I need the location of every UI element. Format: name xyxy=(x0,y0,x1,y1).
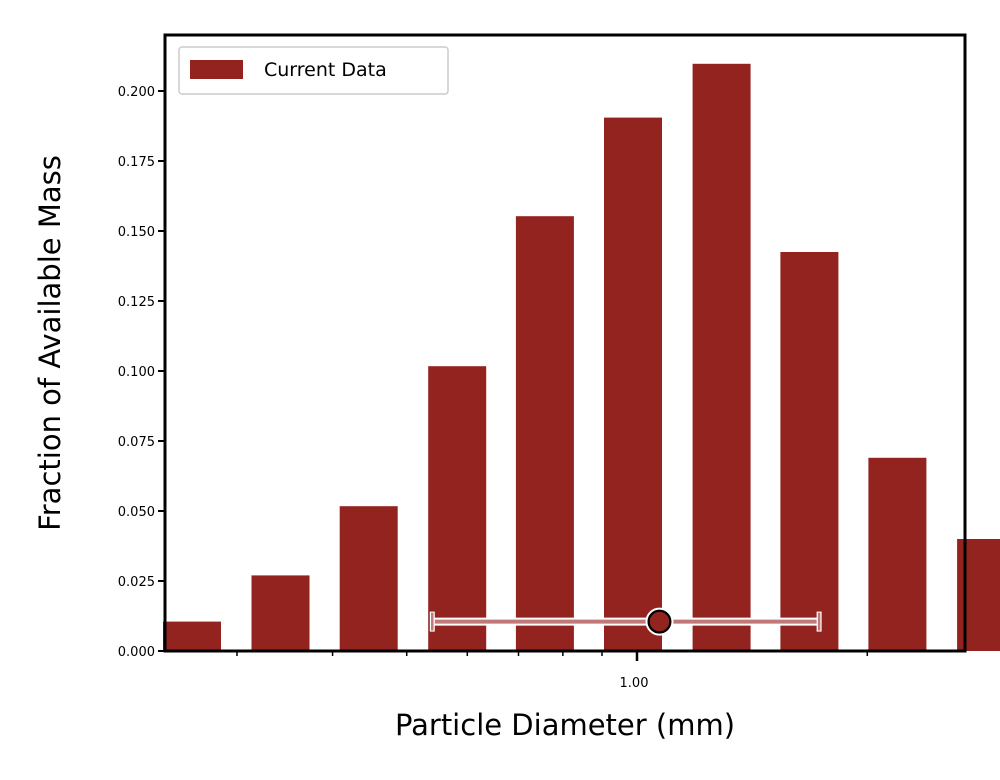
bar xyxy=(692,63,751,652)
bars xyxy=(163,63,1000,652)
bar xyxy=(868,457,927,651)
legend-label: Current Data xyxy=(264,59,387,81)
x-axis-ticks: 1.00 xyxy=(236,651,869,691)
bar xyxy=(163,621,221,651)
y-tick-label: 0.125 xyxy=(118,295,155,310)
y-axis-ticks: 0.000 0.025 0.050 0.075 0.100 0.125 0.150 0.175… xyxy=(118,85,165,660)
y-tick-label: 0.200 xyxy=(118,85,155,100)
legend-swatch xyxy=(190,60,243,79)
bar xyxy=(339,506,398,651)
bar xyxy=(251,575,310,651)
x-axis-title: Particle Diameter (mm) xyxy=(395,708,735,742)
error-bar xyxy=(429,607,822,636)
median-marker xyxy=(647,609,672,634)
y-tick-label: 0.150 xyxy=(118,225,155,240)
plot-frame xyxy=(163,33,967,653)
bar xyxy=(428,366,487,651)
y-tick-label: 0.025 xyxy=(118,575,155,590)
bar xyxy=(515,216,574,651)
legend: Current Data xyxy=(178,46,449,95)
y-tick-label: 0.075 xyxy=(118,435,155,450)
y-tick-label: 0.050 xyxy=(118,505,155,520)
y-tick-label: 0.100 xyxy=(118,365,155,380)
y-tick-label: 0.000 xyxy=(118,645,155,660)
legend-box xyxy=(178,46,449,95)
bar xyxy=(604,117,662,652)
x-tick-label: 1.00 xyxy=(620,676,649,691)
y-tick-label: 0.175 xyxy=(118,155,155,170)
median-marker-halo xyxy=(645,607,674,636)
y-axis-title: Fraction of Available Mass xyxy=(33,155,67,531)
bar xyxy=(780,252,839,651)
